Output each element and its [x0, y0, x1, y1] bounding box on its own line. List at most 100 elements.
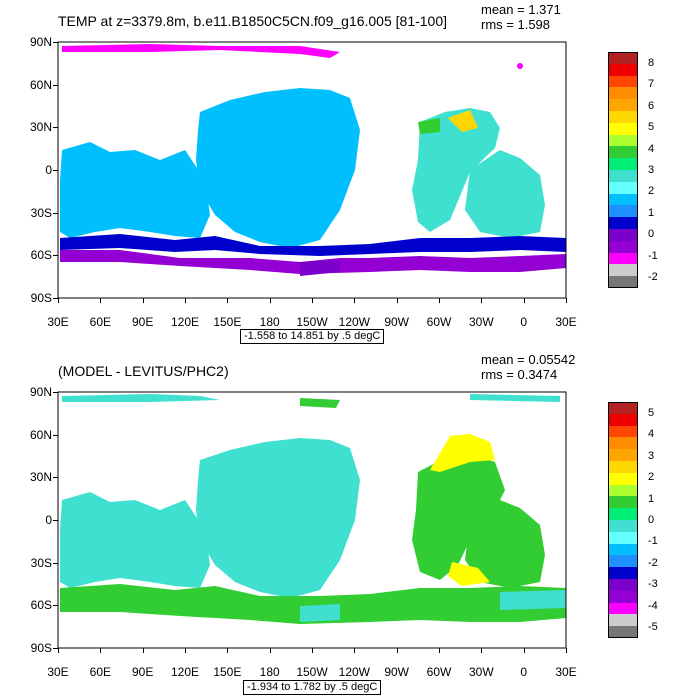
- lon-tick: [312, 648, 313, 653]
- lat-tick: [53, 648, 58, 649]
- panel1-range-box: -1.558 to 14.851 by .5 degC: [240, 329, 385, 344]
- lon-tick: [100, 298, 102, 303]
- lon-label: 150E: [213, 315, 242, 329]
- lon-tick: [396, 648, 398, 653]
- lon-tick: [142, 298, 144, 303]
- lat-label: 60N: [29, 427, 52, 442]
- colorbar-tick-label: 0: [648, 514, 655, 526]
- colorbar-tick-label: 1: [648, 206, 655, 219]
- lon-tick: [523, 648, 525, 653]
- lat-tick: [53, 605, 58, 607]
- colorbar-swatch: [608, 264, 638, 277]
- colorbar-tick-label: 1: [648, 492, 655, 505]
- colorbar-swatch: [608, 567, 638, 580]
- lat-tick: [53, 84, 58, 86]
- lat-label: 90S: [30, 641, 52, 655]
- lon-label: 60W: [426, 315, 452, 329]
- colorbar-swatch: [608, 276, 638, 289]
- colorbar-swatch: [608, 531, 638, 545]
- lat-tick: [53, 212, 58, 214]
- panel2-range-box: -1.934 to 1.782 by .5 degC: [243, 680, 382, 695]
- lat-tick: [53, 477, 58, 479]
- lon-tick: [439, 298, 440, 303]
- colorbar-swatch: [608, 63, 638, 77]
- colorbar-swatch: [608, 449, 638, 462]
- lon-label: 150W: [296, 315, 328, 329]
- lon-label: 120W: [338, 665, 371, 679]
- colorbar-tick-label: 3: [648, 449, 655, 462]
- colorbar-tick-label: -2: [648, 271, 658, 284]
- lon-tick: [312, 298, 313, 303]
- colorbar-swatch: [608, 520, 638, 533]
- colorbar-swatch: [608, 122, 638, 136]
- lon-tick: [439, 648, 440, 653]
- lon-label: 30W: [468, 665, 494, 679]
- lon-tick: [566, 298, 567, 303]
- colorbar-frame: [608, 402, 638, 638]
- colorbar-swatch: [608, 240, 638, 254]
- colorbar-swatch: [608, 146, 638, 159]
- colorbar-tick-label: 4: [648, 428, 655, 441]
- lat-tick: [53, 298, 58, 299]
- colorbar-swatch: [608, 425, 638, 438]
- colorbar-tick-label: 6: [648, 99, 655, 112]
- colorbar-swatch: [608, 158, 638, 171]
- lon-tick: [58, 648, 59, 653]
- lon-tick: [100, 648, 102, 653]
- colorbar-tick-label: 2: [648, 185, 655, 198]
- panel2-title: (MODEL - LEVITUS/PHC2): [58, 363, 229, 379]
- colorbar-swatch: [608, 75, 638, 88]
- lon-tick: [185, 298, 186, 303]
- colorbar-swatch: [608, 508, 638, 521]
- colorbar-swatch: [608, 590, 638, 604]
- colorbar-tick-label: 0: [648, 228, 655, 241]
- lon-label: 30E: [555, 315, 577, 329]
- lon-tick: [481, 298, 483, 303]
- lon-tick: [269, 648, 271, 653]
- lat-label: 90S: [30, 291, 52, 305]
- lat-label: 60N: [29, 77, 52, 92]
- colorbar-swatch: [608, 402, 638, 415]
- colorbar-tick-label: 4: [648, 142, 655, 155]
- colorbar-swatch: [608, 484, 638, 497]
- lon-label: 180: [259, 665, 280, 679]
- lat-label: 30N: [29, 470, 52, 485]
- lon-tick: [481, 648, 483, 653]
- colorbar-tick-label: 5: [648, 406, 655, 419]
- colorbar-swatch: [608, 437, 638, 450]
- lat-label: 30N: [29, 120, 52, 135]
- colorbar-swatch: [608, 543, 638, 556]
- lon-label: 30W: [468, 315, 494, 329]
- colorbar-tick-label: -1: [648, 535, 658, 548]
- lon-label: 120E: [170, 315, 200, 329]
- lon-label: 30E: [47, 665, 69, 679]
- lat-label: 60S: [30, 248, 52, 263]
- colorbar-frame: [608, 52, 638, 288]
- colorbar-swatch: [608, 205, 638, 218]
- lon-tick: [185, 648, 186, 653]
- lon-label: 60E: [89, 315, 112, 329]
- colorbar-swatch: [608, 555, 638, 568]
- lon-tick: [227, 648, 229, 653]
- colorbar-tick-label: 7: [648, 78, 655, 91]
- lat-label: 30S: [30, 555, 52, 570]
- lon-label: 90E: [131, 665, 154, 679]
- colorbar-tick-label: 5: [648, 121, 655, 134]
- colorbar-tick-label: -5: [648, 621, 658, 634]
- colorbar-tick-label: 8: [648, 56, 655, 69]
- panel2-rms: rms = 0.3474: [481, 367, 558, 382]
- colorbar-swatch: [608, 579, 638, 592]
- lon-label: 0: [520, 665, 527, 679]
- panel2-mean: mean = 0.05542: [481, 352, 576, 367]
- colorbar-swatch: [608, 52, 638, 65]
- lat-label: 90N: [29, 385, 52, 399]
- colorbar-swatch: [608, 229, 638, 242]
- lon-label: 0: [520, 315, 527, 329]
- lat-label: 0: [45, 163, 52, 177]
- panel1-mean: mean = 1.371: [481, 2, 561, 17]
- colorbar-swatch: [608, 134, 638, 147]
- lat-tick: [53, 392, 58, 393]
- panel2-map: [57, 391, 567, 649]
- lon-tick: [354, 298, 356, 303]
- lat-label: 30S: [30, 205, 52, 220]
